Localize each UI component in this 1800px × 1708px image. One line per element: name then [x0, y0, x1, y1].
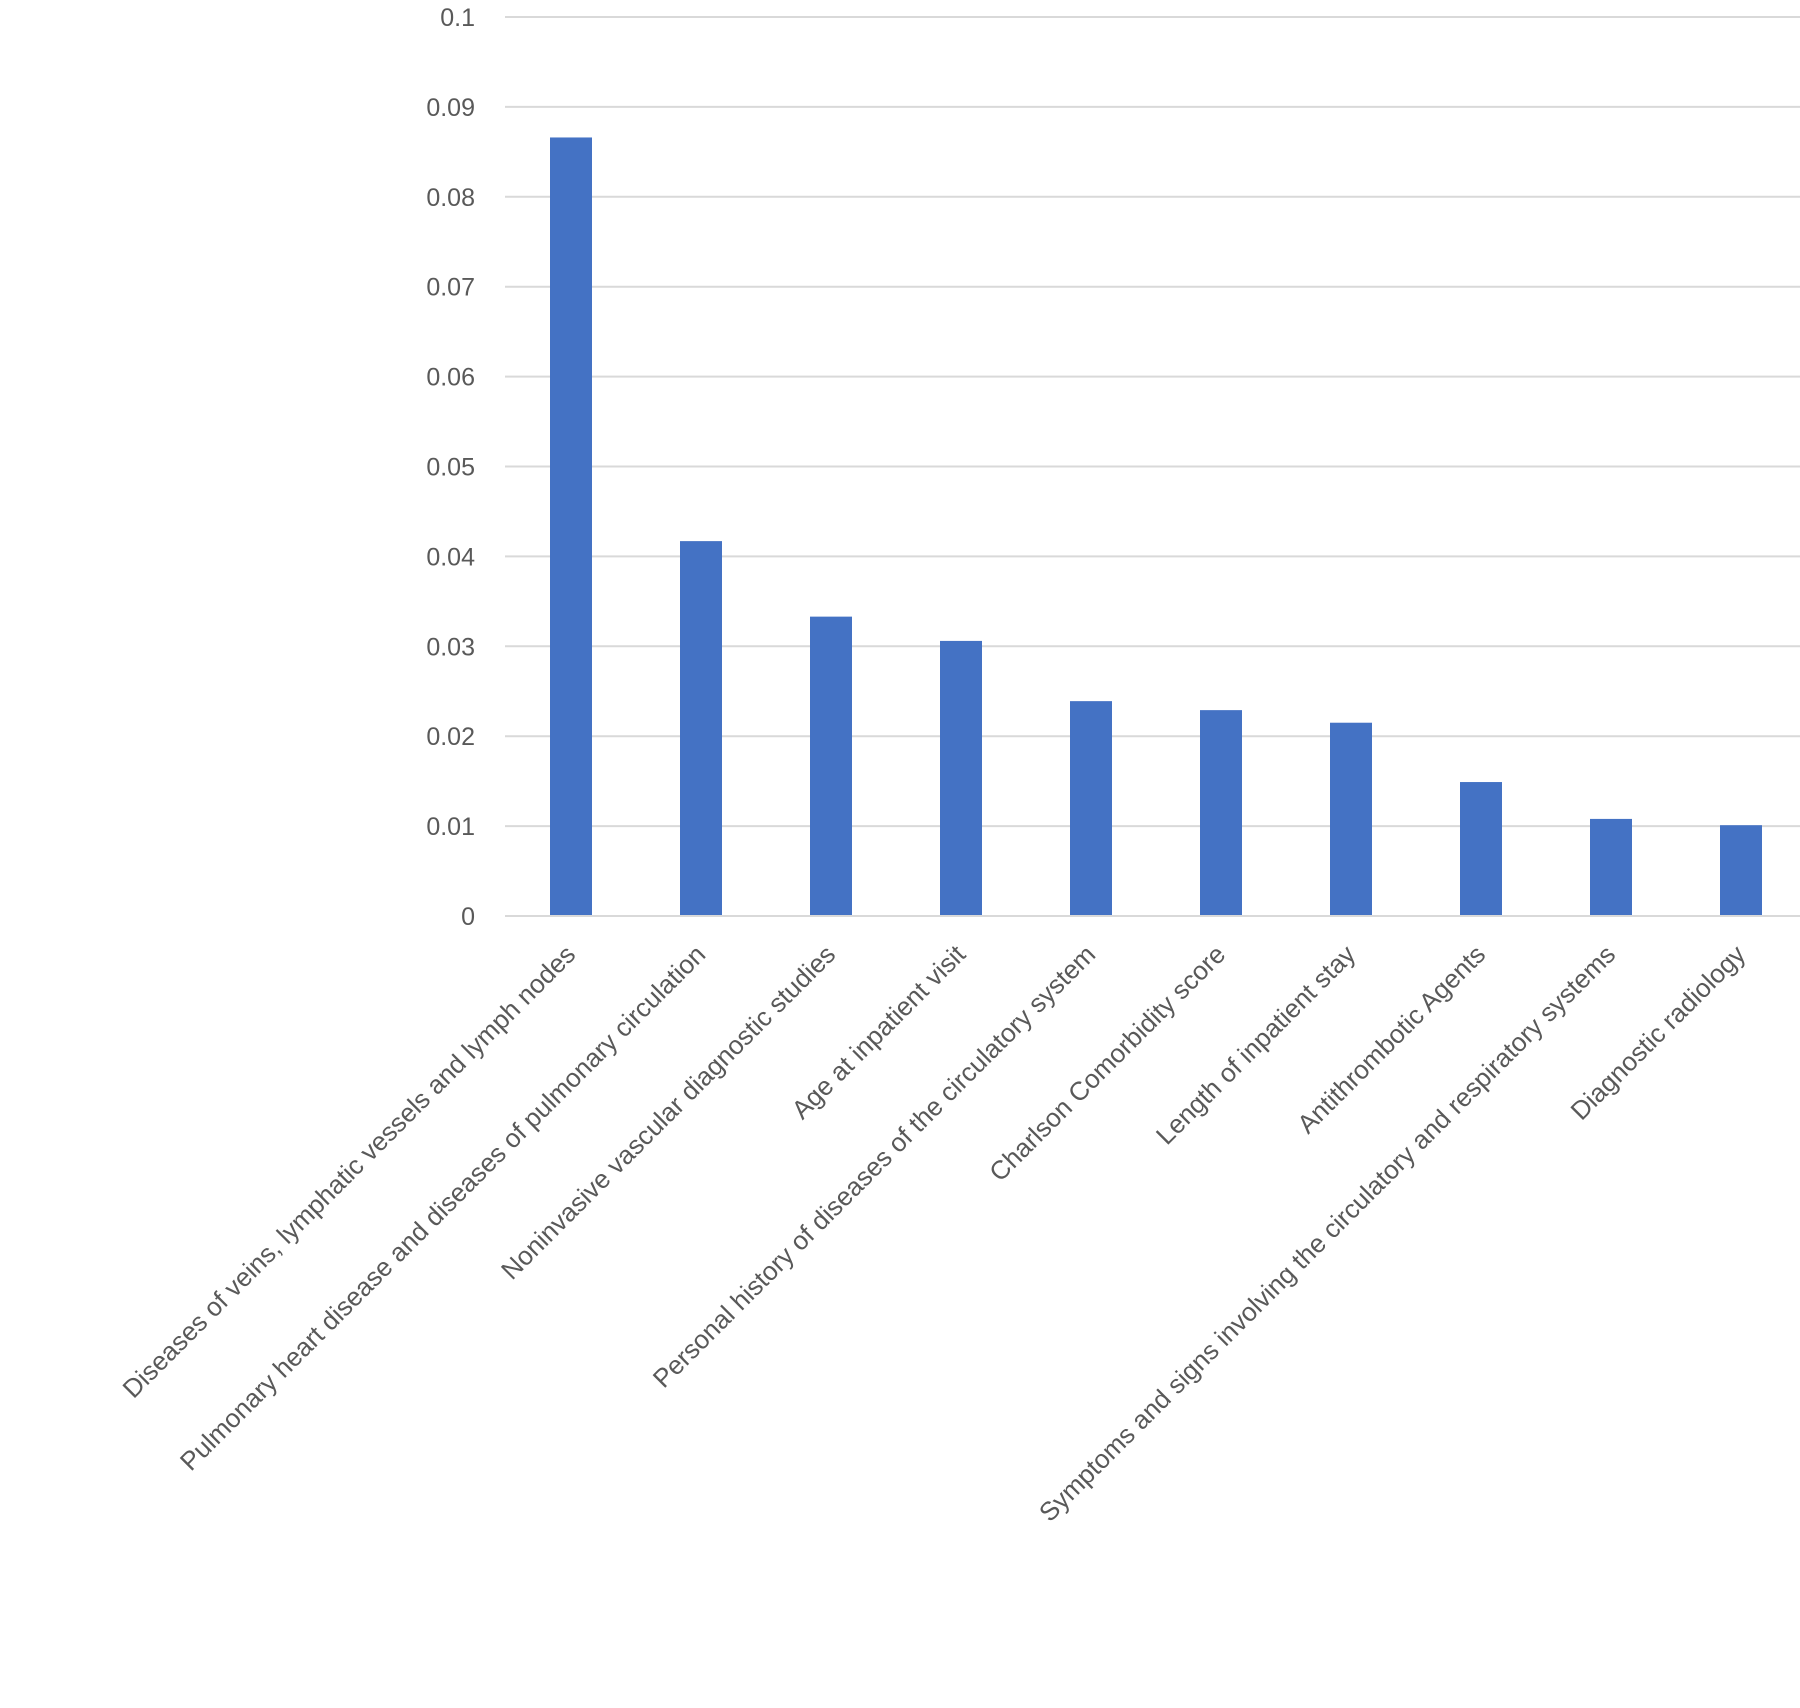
bar	[1330, 722, 1372, 916]
y-tick-label: 0.06	[426, 364, 475, 392]
y-tick-label: 0	[461, 903, 475, 931]
y-tick-label: 0.1	[440, 4, 475, 32]
y-tick-label: 0.01	[426, 813, 475, 841]
y-tick-label: 0.09	[426, 94, 475, 122]
y-tick-label: 0.08	[426, 184, 475, 212]
x-category-label: Pulmonary heart disease and diseases of …	[174, 939, 711, 1476]
y-tick-label: 0.05	[426, 454, 475, 482]
bar	[680, 541, 722, 916]
bar	[1590, 818, 1632, 916]
y-tick-label: 0.04	[426, 543, 475, 571]
bar	[1070, 701, 1112, 916]
bar	[810, 616, 852, 916]
y-tick-label: 0.03	[426, 633, 475, 661]
bar	[1720, 825, 1762, 916]
x-category-label: Personal history of diseases of the circ…	[647, 939, 1101, 1393]
y-tick-label: 0.07	[426, 274, 475, 302]
bar	[1460, 782, 1502, 916]
bars	[550, 137, 1762, 916]
bar	[550, 137, 592, 916]
bar	[1200, 710, 1242, 916]
y-axis-ticks: 0 0.01 0.02 0.03 0.04 0.05 0.06 0.07 0.08 0.09 0.1	[426, 4, 475, 931]
x-category-label: Diseases of veins, lymphatic vessels and…	[117, 939, 582, 1404]
bar	[940, 640, 982, 916]
x-category-label: Charlson Comorbidity score	[983, 939, 1231, 1187]
x-axis-category-labels: Diseases of veins, lymphatic vessels and…	[117, 938, 1752, 1527]
y-tick-label: 0.02	[426, 723, 475, 751]
